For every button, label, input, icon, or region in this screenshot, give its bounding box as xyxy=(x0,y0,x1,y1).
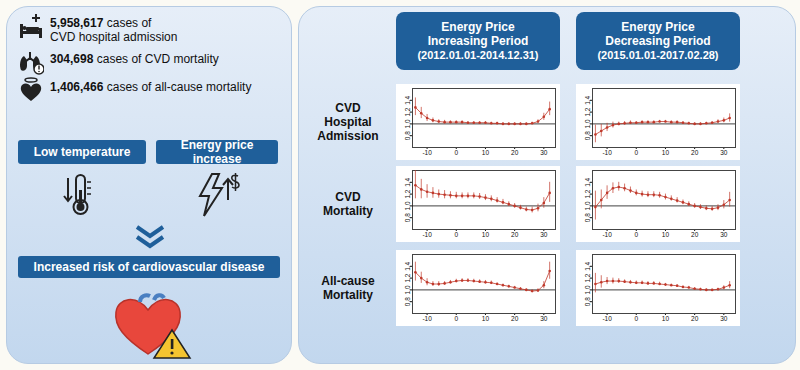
svg-text:1.0: 1.0 xyxy=(584,201,591,210)
svg-text:1.4: 1.4 xyxy=(404,261,411,270)
svg-text:20: 20 xyxy=(691,231,699,238)
svg-text:0: 0 xyxy=(454,231,458,238)
svg-text:-10: -10 xyxy=(602,231,612,238)
html-text:CVD: CVD xyxy=(335,101,361,115)
svg-text:-10: -10 xyxy=(602,315,612,322)
svg-text:0: 0 xyxy=(634,231,638,238)
svg-text:30: 30 xyxy=(720,315,728,322)
html-text:Energy Price: Energy Price xyxy=(621,20,695,34)
html-text:1,406,466 cases of all-cause m: 1,406,466 cases of all-cause mortality xyxy=(50,80,252,94)
svg-text:10: 10 xyxy=(662,149,670,156)
html-text:CVD: CVD xyxy=(335,190,361,204)
svg-text:1.2: 1.2 xyxy=(584,189,591,198)
svg-text:1.4: 1.4 xyxy=(584,177,591,186)
svg-text:20: 20 xyxy=(691,149,699,156)
svg-text:10: 10 xyxy=(482,149,490,156)
svg-text:0.8: 0.8 xyxy=(404,131,411,140)
svg-text:1.2: 1.2 xyxy=(404,107,411,116)
svg-text:1.0: 1.0 xyxy=(584,285,591,294)
svg-text:1.0: 1.0 xyxy=(404,285,411,294)
svg-text:10: 10 xyxy=(662,231,670,238)
html-text:Mortality: Mortality xyxy=(323,204,373,218)
svg-text:0.8: 0.8 xyxy=(584,297,591,306)
html-text:Energy Price: Energy Price xyxy=(441,20,515,34)
svg-text:30: 30 xyxy=(540,231,548,238)
svg-text:-10: -10 xyxy=(422,231,432,238)
html-text:(2015.01.01-2017.02.28): (2015.01.01-2017.02.28) xyxy=(597,49,719,61)
svg-text:-10: -10 xyxy=(422,315,432,322)
svg-text:1.2: 1.2 xyxy=(404,273,411,282)
html-text:Mortality: Mortality xyxy=(323,288,373,302)
svg-text:1.0: 1.0 xyxy=(404,119,411,128)
svg-text:30: 30 xyxy=(720,149,728,156)
svg-text:30: 30 xyxy=(540,315,548,322)
html-text:Low temperature: Low temperature xyxy=(33,145,131,159)
html-text:Decreasing Period: Decreasing Period xyxy=(605,34,711,48)
svg-text:1.4: 1.4 xyxy=(404,95,411,104)
svg-text:1.0: 1.0 xyxy=(584,119,591,128)
html-text:5,958,617 cases of: 5,958,617 cases of xyxy=(50,16,152,30)
svg-text:1.0: 1.0 xyxy=(404,201,411,210)
svg-text:-10: -10 xyxy=(422,149,432,156)
html-text:304,698 cases of CVD mortality: 304,698 cases of CVD mortality xyxy=(50,52,219,66)
html-text:Admission: Admission xyxy=(317,129,379,143)
svg-text:0: 0 xyxy=(454,315,458,322)
svg-text:1.2: 1.2 xyxy=(404,189,411,198)
svg-text:10: 10 xyxy=(482,231,490,238)
html-text:Hospital: Hospital xyxy=(324,115,372,129)
svg-text:0.8: 0.8 xyxy=(404,213,411,222)
svg-text:-10: -10 xyxy=(602,149,612,156)
html-text:CVD hospital admission: CVD hospital admission xyxy=(50,30,178,44)
svg-text:20: 20 xyxy=(691,315,699,322)
svg-text:0.8: 0.8 xyxy=(584,131,591,140)
svg-text:30: 30 xyxy=(540,149,548,156)
svg-text:1.2: 1.2 xyxy=(584,107,591,116)
svg-text:30: 30 xyxy=(720,231,728,238)
svg-text:20: 20 xyxy=(511,231,519,238)
svg-text:20: 20 xyxy=(511,315,519,322)
svg-text:1.4: 1.4 xyxy=(404,177,411,186)
svg-text:0.8: 0.8 xyxy=(404,297,411,306)
svg-text:0: 0 xyxy=(634,315,638,322)
svg-text:1.4: 1.4 xyxy=(584,261,591,270)
html-text:Increasing Period: Increasing Period xyxy=(427,34,529,48)
html-text:Energy price increase: Energy price increase xyxy=(180,138,254,166)
svg-text:10: 10 xyxy=(482,315,490,322)
svg-text:0.8: 0.8 xyxy=(584,213,591,222)
html-text:(2012.01.01-2014.12.31): (2012.01.01-2014.12.31) xyxy=(417,49,539,61)
svg-text:20: 20 xyxy=(511,149,519,156)
svg-text:0: 0 xyxy=(634,149,638,156)
svg-text:1.4: 1.4 xyxy=(584,95,591,104)
html-text:All-cause: All-cause xyxy=(321,274,375,288)
svg-text:10: 10 xyxy=(662,315,670,322)
svg-text:1.2: 1.2 xyxy=(584,273,591,282)
html-text:Increased risk of cardiovascul: Increased risk of cardiovascular disease xyxy=(33,260,265,274)
svg-text:0: 0 xyxy=(454,149,458,156)
